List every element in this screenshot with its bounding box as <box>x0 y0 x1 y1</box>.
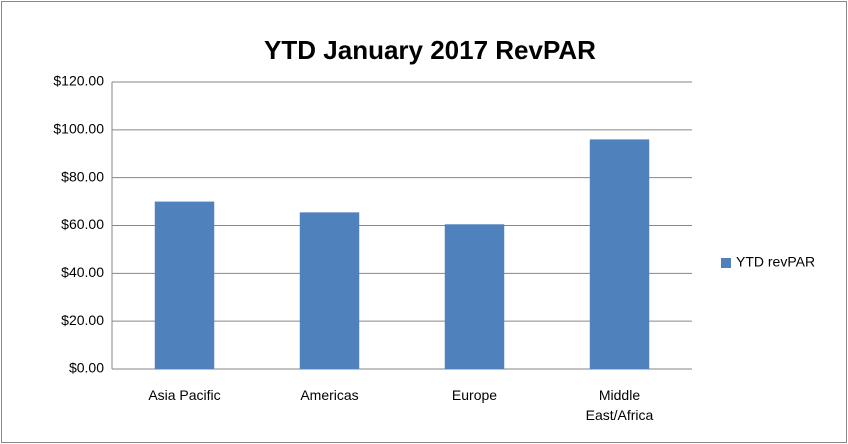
y-tick-label: $80.00 <box>61 168 104 184</box>
legend-swatch <box>721 258 731 268</box>
y-tick-label: $100.00 <box>53 121 104 137</box>
bar <box>299 212 360 369</box>
chart-title: YTD January 2017 RevPAR <box>264 35 596 65</box>
bar <box>444 224 505 369</box>
legend-label: YTD revPAR <box>736 254 815 270</box>
y-tick-label: $40.00 <box>61 264 104 280</box>
x-tick-label: Asia Pacific <box>148 387 221 403</box>
bar <box>589 139 650 369</box>
x-tick-label: Americas <box>300 387 359 403</box>
y-tick-label: $120.00 <box>53 73 104 89</box>
y-tick-label: $60.00 <box>61 216 104 232</box>
y-tick-label: $0.00 <box>69 360 104 376</box>
y-tick-label: $20.00 <box>61 312 104 328</box>
bar <box>154 201 215 369</box>
x-tick-label: Middle East/Africa <box>585 387 654 423</box>
x-tick-label: Europe <box>451 387 498 403</box>
